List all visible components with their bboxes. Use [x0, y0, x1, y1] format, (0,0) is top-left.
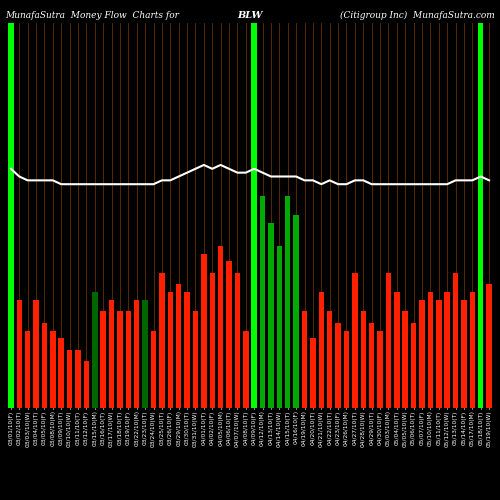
- Bar: [478, 22, 484, 407]
- Text: (Citigroup Inc)  MunafaSutra.com: (Citigroup Inc) MunafaSutra.com: [340, 11, 495, 20]
- Bar: [444, 292, 450, 408]
- Bar: [428, 292, 433, 408]
- Bar: [402, 311, 408, 408]
- Bar: [394, 292, 400, 408]
- Bar: [58, 338, 64, 407]
- Bar: [234, 273, 240, 407]
- Bar: [218, 246, 224, 408]
- Bar: [243, 330, 248, 407]
- Bar: [192, 311, 198, 408]
- Bar: [310, 338, 316, 407]
- Bar: [100, 311, 106, 408]
- Bar: [294, 215, 299, 408]
- Bar: [252, 22, 257, 407]
- Bar: [142, 300, 148, 408]
- Bar: [67, 350, 72, 408]
- Bar: [369, 323, 374, 407]
- Bar: [84, 362, 89, 408]
- Text: MunafaSutra  Money Flow  Charts for: MunafaSutra Money Flow Charts for: [5, 11, 179, 20]
- Bar: [336, 323, 341, 407]
- Bar: [344, 330, 349, 407]
- Bar: [92, 292, 98, 408]
- Bar: [411, 323, 416, 407]
- Bar: [50, 330, 56, 407]
- Bar: [184, 292, 190, 408]
- Bar: [109, 300, 114, 408]
- Bar: [360, 311, 366, 408]
- Bar: [159, 273, 164, 407]
- Bar: [16, 300, 22, 408]
- Bar: [378, 330, 383, 407]
- Bar: [470, 292, 475, 408]
- Bar: [276, 246, 282, 408]
- Bar: [302, 311, 308, 408]
- Bar: [386, 273, 391, 407]
- Bar: [226, 261, 232, 408]
- Bar: [176, 284, 182, 408]
- Bar: [117, 311, 122, 408]
- Bar: [42, 323, 47, 407]
- Bar: [318, 292, 324, 408]
- Bar: [453, 273, 458, 407]
- Bar: [268, 222, 274, 408]
- Bar: [34, 300, 39, 408]
- Bar: [486, 284, 492, 408]
- Bar: [210, 273, 215, 407]
- Bar: [134, 300, 140, 408]
- Bar: [461, 300, 466, 408]
- Bar: [168, 292, 173, 408]
- Bar: [201, 254, 206, 408]
- Bar: [25, 330, 30, 407]
- Bar: [151, 330, 156, 407]
- Bar: [436, 300, 442, 408]
- Bar: [352, 273, 358, 407]
- Bar: [327, 311, 332, 408]
- Bar: [126, 311, 131, 408]
- Bar: [260, 196, 266, 408]
- Bar: [420, 300, 424, 408]
- Bar: [8, 22, 14, 407]
- Bar: [285, 196, 290, 408]
- Bar: [76, 350, 80, 408]
- Text: BLW: BLW: [238, 11, 263, 20]
